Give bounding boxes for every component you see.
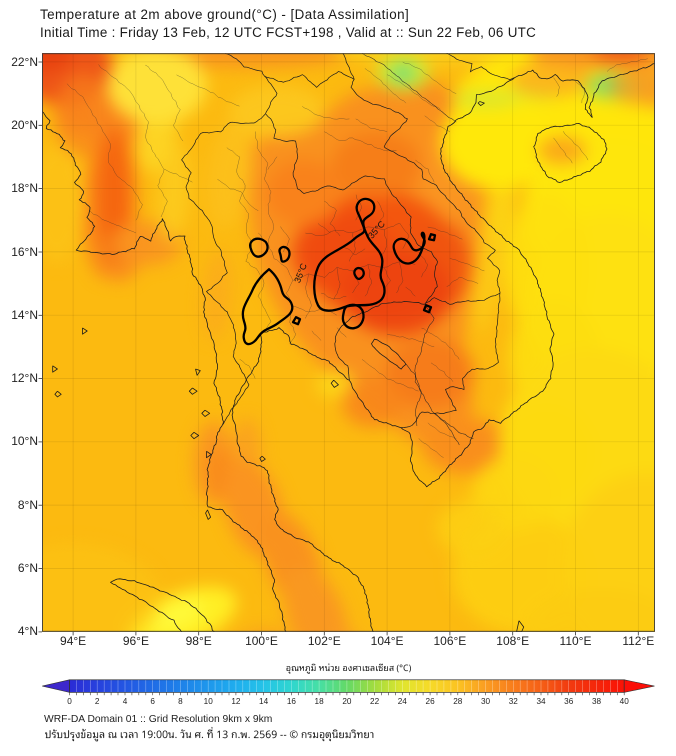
svg-text:10: 10 <box>204 697 214 706</box>
svg-text:4: 4 <box>123 697 128 706</box>
svg-text:2: 2 <box>95 697 100 706</box>
svg-text:6: 6 <box>150 697 155 706</box>
svg-text:8: 8 <box>178 697 183 706</box>
svg-text:20: 20 <box>342 697 352 706</box>
svg-text:26: 26 <box>426 697 436 706</box>
svg-text:14: 14 <box>259 697 269 706</box>
svg-text:0: 0 <box>67 697 72 706</box>
svg-text:22: 22 <box>370 697 380 706</box>
svg-text:34: 34 <box>536 697 546 706</box>
svg-text:30: 30 <box>481 697 491 706</box>
svg-text:38: 38 <box>592 697 602 706</box>
svg-text:24: 24 <box>398 697 408 706</box>
svg-text:40: 40 <box>620 697 630 706</box>
svg-text:18: 18 <box>315 697 325 706</box>
svg-text:32: 32 <box>509 697 519 706</box>
svg-text:12: 12 <box>231 697 241 706</box>
svg-text:28: 28 <box>453 697 463 706</box>
svg-text:36: 36 <box>564 697 574 706</box>
svg-text:16: 16 <box>287 697 297 706</box>
